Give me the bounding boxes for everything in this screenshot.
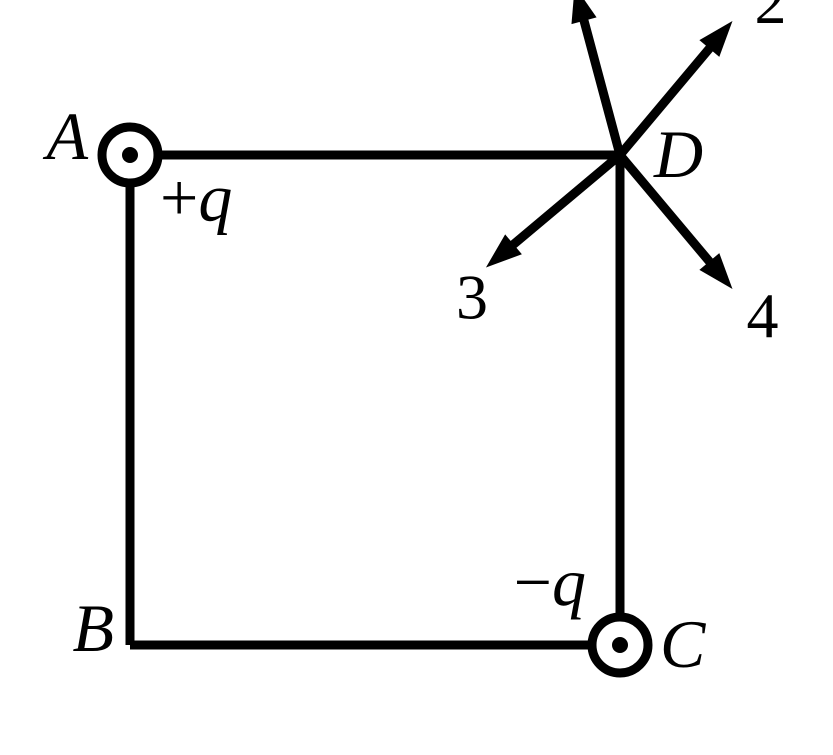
vertex-label-b: B	[72, 590, 114, 666]
vertex-label-a: A	[42, 98, 88, 174]
charge-label-a: +q	[160, 159, 232, 235]
arrow-label-4: 4	[746, 280, 778, 351]
vertex-label-c: C	[660, 606, 706, 682]
charge-a-dot	[122, 147, 138, 163]
vertex-label-d: D	[653, 116, 703, 192]
charge-label-c: −q	[514, 544, 586, 620]
arrow-label-3: 3	[456, 262, 488, 333]
arrow-label-2: 2	[754, 0, 786, 37]
charge-c-dot	[612, 637, 628, 653]
